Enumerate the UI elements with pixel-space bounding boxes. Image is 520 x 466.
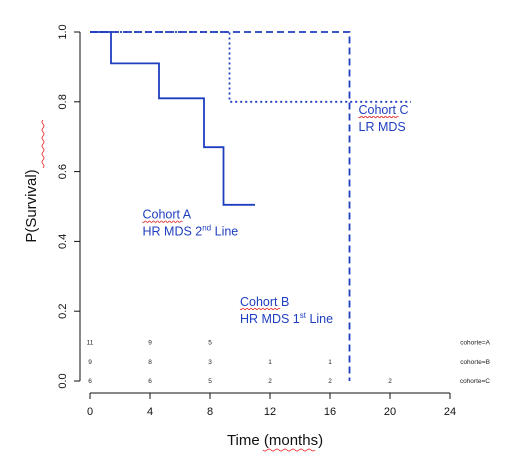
y-tick-label: 0.6 [57, 164, 69, 179]
y-axis-title: P(Survival) [23, 169, 40, 242]
x-tick-label: 4 [147, 406, 153, 418]
x-tick-label: 12 [264, 406, 276, 418]
annotation-b-title: Cohort B [240, 295, 289, 309]
risk-count: 6 [88, 378, 92, 385]
risk-row-label: cohorte=B [460, 359, 490, 366]
curve-cohort-a [90, 31, 255, 206]
risk-count: 8 [148, 359, 152, 366]
curve-cohort-b [90, 31, 351, 381]
y-tick-label: 1.0 [57, 24, 69, 39]
x-axis-ticks: 0 4 8 12 16 20 24 [87, 393, 456, 418]
spell-squiggle [262, 448, 316, 452]
annotation-a-superscript: nd [202, 224, 211, 233]
risk-count: 2 [388, 378, 392, 385]
spell-squiggle [41, 119, 45, 169]
curve-cohort-c [90, 31, 411, 103]
survival-curves [90, 31, 411, 381]
x-tick-label: 24 [444, 406, 456, 418]
annotation-a-subtitle: HR MDS 2nd Line [143, 224, 239, 239]
x-tick-label: 20 [384, 406, 396, 418]
x-tick-label: 0 [87, 406, 93, 418]
spell-squiggle [142, 220, 183, 223]
annotation-c-subtitle: LR MDS [359, 120, 406, 134]
risk-count: 1 [268, 359, 272, 366]
risk-count: 3 [208, 359, 212, 366]
annotations: Cohort A HR MDS 2nd Line Cohort B HR MDS 1s… [142, 103, 409, 326]
risk-count: 11 [87, 340, 94, 347]
annotation-b-main: HR MDS 1 [240, 312, 300, 326]
annotation-a-main: HR MDS 2 [143, 225, 203, 239]
y-tick-label: 0.4 [57, 234, 69, 249]
risk-count: 9 [148, 340, 152, 347]
annotation-b-tail: Line [306, 312, 333, 326]
y-axis-ticks: 0.0 0.2 0.4 0.6 0.8 1.0 [57, 24, 80, 389]
y-tick-label: 0.8 [57, 94, 69, 109]
annotation-c-title: Cohort C [359, 103, 409, 117]
risk-table: 11 9 5 cohorte=A9 8 3 1 1 cohorte=B6 6 5 2 2 2 cohorte… [87, 340, 491, 385]
risk-count: 9 [88, 359, 92, 366]
annotation-b-superscript: st [300, 311, 307, 320]
x-tick-label: 8 [207, 406, 213, 418]
risk-count: 2 [268, 378, 272, 385]
spell-squiggle [358, 115, 399, 119]
risk-count: 5 [208, 378, 212, 385]
risk-row-label: cohorte=C [460, 378, 490, 385]
risk-count: 5 [208, 340, 212, 347]
risk-count: 2 [328, 378, 332, 385]
risk-row-label: cohorte=A [460, 340, 490, 347]
x-tick-label: 16 [324, 406, 336, 418]
y-tick-label: 0.0 [57, 373, 69, 388]
y-tick-label: 0.2 [57, 304, 69, 319]
annotation-a-title: Cohort A [143, 208, 192, 222]
x-axis-title: Time (months) [227, 432, 323, 449]
spell-squiggle [239, 307, 281, 311]
risk-count: 6 [148, 378, 152, 385]
annotation-a-tail: Line [211, 225, 238, 239]
annotation-b-subtitle: HR MDS 1st Line [240, 311, 333, 326]
risk-count: 1 [328, 359, 332, 366]
